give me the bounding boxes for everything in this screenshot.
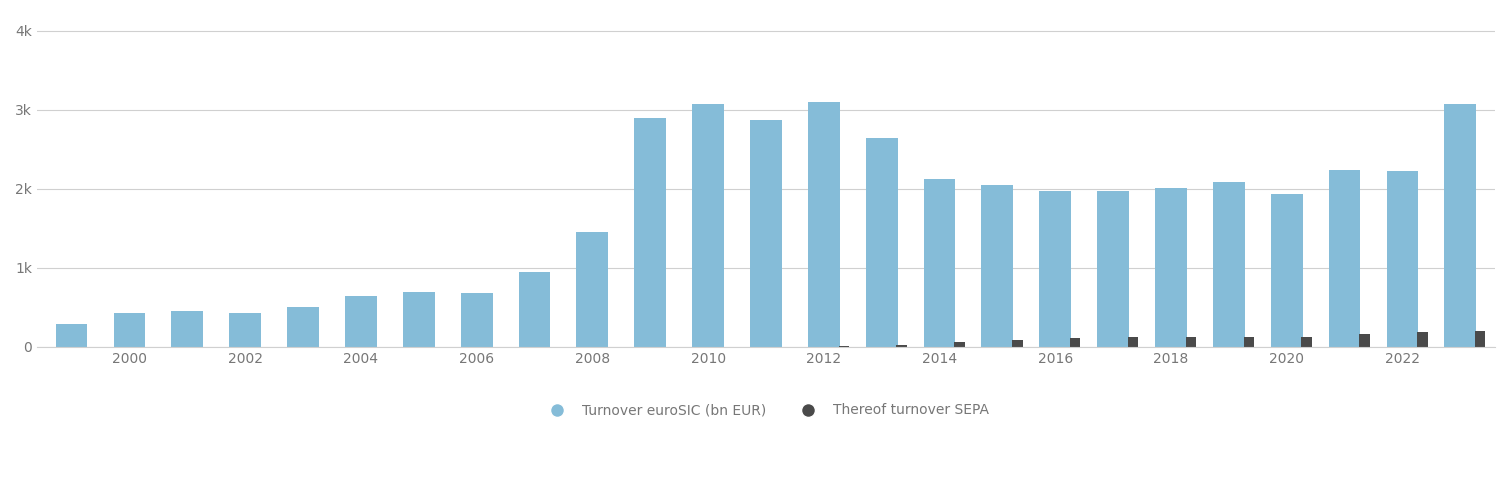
Bar [838, 346, 849, 347]
Bar [1302, 337, 1312, 347]
Bar [692, 103, 723, 347]
Bar [1213, 182, 1244, 347]
Bar [924, 179, 956, 347]
Bar [1359, 334, 1370, 347]
Legend: Turnover euroSIC (bn EUR), Thereof turnover SEPA: Turnover euroSIC (bn EUR), Thereof turno… [538, 398, 995, 423]
Bar [1185, 337, 1196, 347]
Bar [1155, 188, 1187, 347]
Bar [1128, 338, 1139, 347]
Bar [750, 120, 782, 347]
Bar [1098, 191, 1129, 347]
Bar [1244, 337, 1253, 347]
Bar [865, 138, 897, 347]
Bar [1039, 191, 1071, 347]
Bar [344, 296, 378, 347]
Bar [897, 346, 908, 347]
Bar [1071, 338, 1081, 347]
Bar [1012, 340, 1022, 347]
Bar [982, 185, 1013, 347]
Bar [954, 342, 965, 347]
Bar [1445, 104, 1477, 347]
Bar [1329, 170, 1361, 347]
Bar [56, 324, 88, 347]
Bar [230, 313, 261, 347]
Bar [808, 102, 840, 347]
Bar [634, 118, 666, 347]
Bar [287, 307, 319, 347]
Bar [461, 293, 492, 347]
Bar [1418, 332, 1427, 347]
Bar [518, 272, 550, 347]
Bar [1475, 331, 1486, 347]
Bar [113, 313, 145, 347]
Bar [1386, 171, 1418, 347]
Bar [1271, 194, 1303, 347]
Bar [172, 310, 204, 347]
Bar [577, 232, 609, 347]
Bar [403, 292, 435, 347]
